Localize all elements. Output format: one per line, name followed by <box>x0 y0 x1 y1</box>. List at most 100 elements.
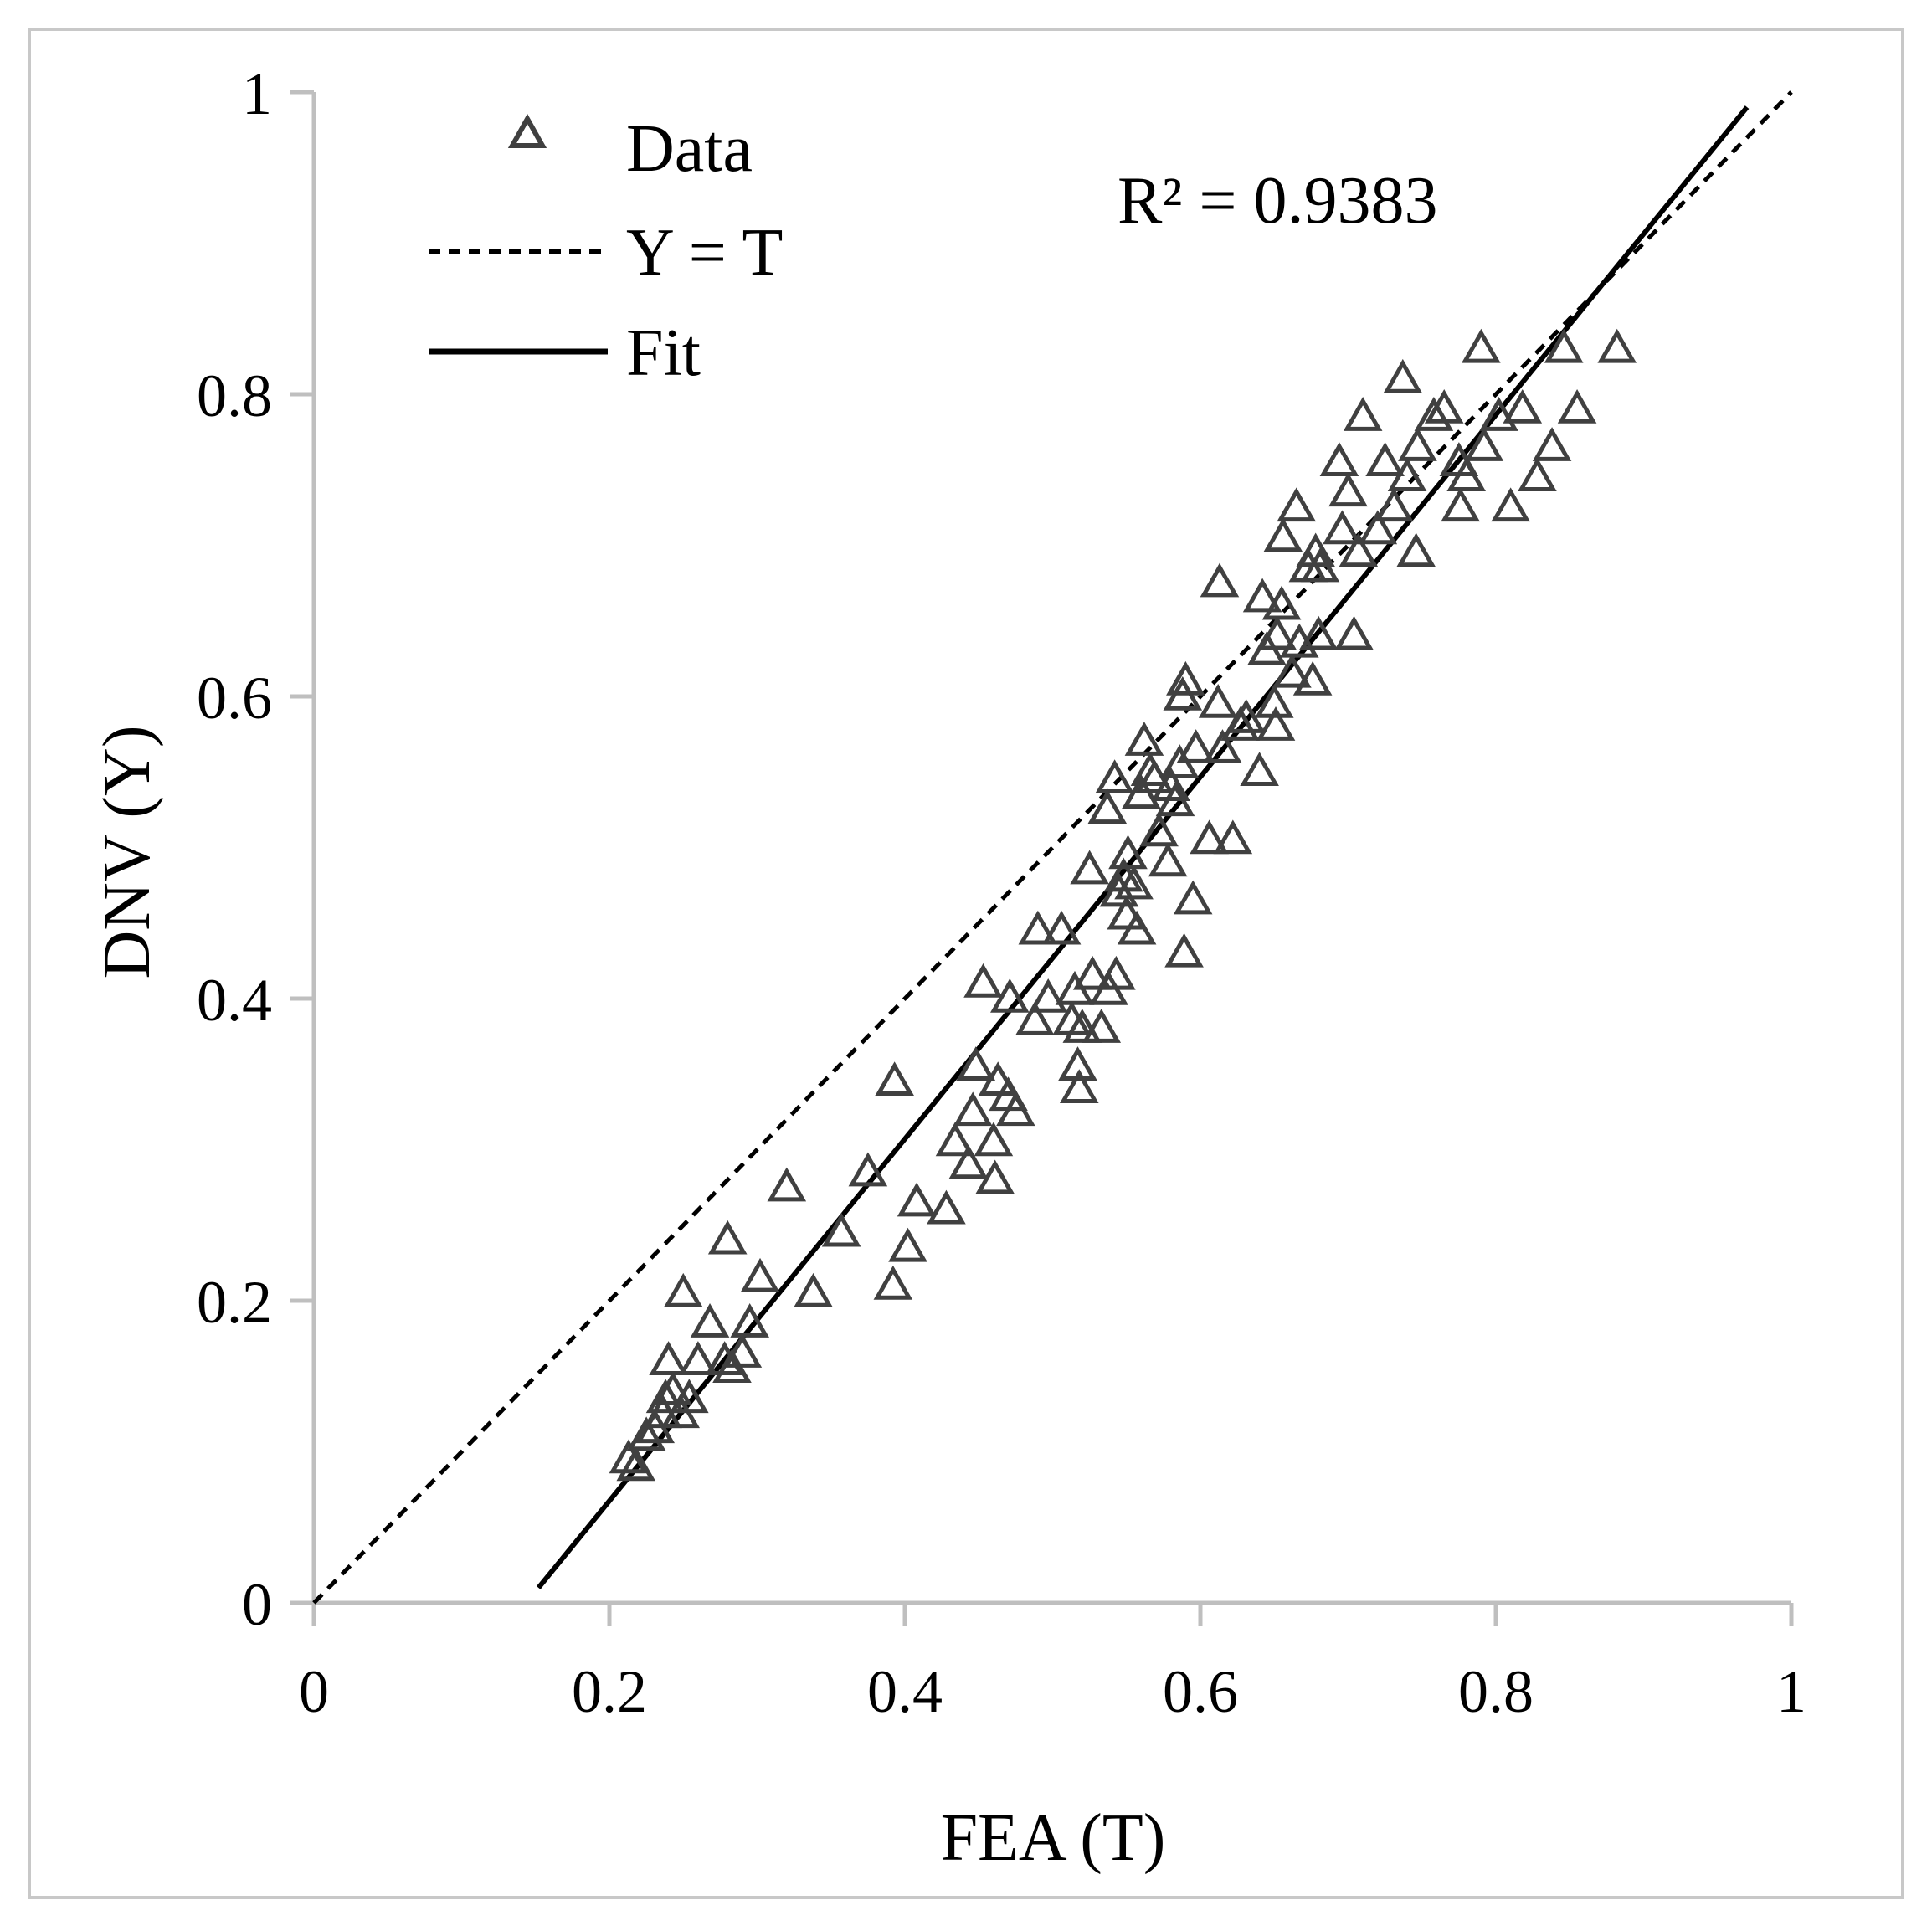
legend: Data Y = T Fit <box>429 112 783 390</box>
data-point-marker <box>653 1371 693 1406</box>
data-point-marker <box>1164 932 1204 968</box>
x-axis-ticks: 0 0.2 0.4 0.6 0.8 1 <box>299 1603 1806 1725</box>
data-point-marker <box>1176 729 1216 763</box>
data-point-marker <box>649 1341 688 1375</box>
data-point-marker <box>1018 910 1058 945</box>
data-point-marker <box>1108 835 1148 870</box>
y-axis-title: DNV (Y) <box>90 726 164 979</box>
data-point-marker <box>875 1061 914 1096</box>
data-point-marker <box>705 1341 744 1375</box>
data-point-marker <box>663 1272 703 1307</box>
data-point-marker <box>935 1122 975 1157</box>
data-point-marker <box>1328 472 1368 507</box>
data-point-marker <box>1072 955 1112 990</box>
data-point-marker <box>1257 615 1297 650</box>
x-axis-title: FEA (T) <box>941 1801 1166 1875</box>
data-point-marker <box>873 1265 913 1300</box>
data-point-marker <box>670 1379 709 1414</box>
data-point-marker <box>1424 389 1464 424</box>
data-point-marker <box>927 1189 966 1225</box>
data-point-marker <box>1155 782 1195 817</box>
data-point-marker <box>1383 358 1423 393</box>
data-point-marker <box>1292 660 1333 696</box>
data-point-marker <box>1597 328 1637 363</box>
data-point-marker <box>1203 729 1242 763</box>
y-axis-ticks: 0 0.2 0.4 0.6 0.8 1 <box>197 60 314 1638</box>
data-point-marker <box>963 963 1003 998</box>
data-point-marker <box>1343 397 1383 431</box>
data-point-marker <box>794 1272 833 1307</box>
data-point-marker <box>1277 487 1317 522</box>
data-point-marker <box>645 1379 686 1414</box>
data-point-marker <box>678 1341 718 1375</box>
data-point-marker <box>1097 955 1136 990</box>
legend-fit-label: Fit <box>626 316 701 390</box>
data-point-marker <box>707 1220 748 1255</box>
data-point-marker <box>609 1439 649 1474</box>
legend-y-equals-t-label: Y = T <box>626 216 783 290</box>
data-point-marker <box>1139 812 1179 847</box>
data-point-marker <box>1296 532 1335 567</box>
data-point-marker <box>1173 880 1213 915</box>
y-tick-label: 0.2 <box>197 1269 272 1336</box>
data-point-marker <box>1532 427 1572 461</box>
data-point-marker <box>1339 532 1379 567</box>
r-squared-annotation: R² = 0.9383 <box>1118 164 1437 238</box>
data-point-marker <box>821 1212 861 1247</box>
data-point-marker <box>1059 1069 1099 1104</box>
data-point-marker <box>948 1144 989 1179</box>
data-point-marker <box>996 1091 1035 1127</box>
data-point-marker <box>1300 547 1340 583</box>
data-point-marker <box>978 1061 1018 1096</box>
x-tick-label: 0.6 <box>1163 1658 1238 1725</box>
data-point-marker <box>1117 910 1157 945</box>
data-point-marker <box>1414 397 1454 431</box>
y-tick-label: 1 <box>242 60 272 127</box>
data-point-marker <box>1028 978 1068 1013</box>
data-point-marker <box>1242 578 1282 613</box>
data-point-marker <box>767 1167 807 1202</box>
data-point-marker <box>1114 865 1154 900</box>
x-tick-label: 0.2 <box>572 1658 647 1725</box>
y-tick-label: 0.6 <box>197 665 272 732</box>
data-point-marker <box>616 1446 656 1482</box>
data-point-marker <box>848 1152 888 1187</box>
data-point-marker <box>1166 660 1205 696</box>
data-point-marker <box>1479 397 1518 431</box>
data-point-marker <box>1087 789 1128 824</box>
data-point-marker <box>1015 1001 1055 1035</box>
data-point-marker <box>1557 389 1597 424</box>
data-points <box>609 328 1637 1482</box>
data-point-marker <box>1396 532 1436 567</box>
data-point-marker <box>1446 457 1487 492</box>
x-tick-label: 0 <box>299 1658 329 1725</box>
data-point-marker <box>953 1091 993 1127</box>
data-point-marker <box>1298 615 1339 650</box>
data-point-marker <box>1464 427 1504 461</box>
legend-data-label: Data <box>626 112 753 186</box>
data-point-marker <box>722 1333 763 1368</box>
data-point-marker <box>626 1416 666 1451</box>
data-point-marker <box>975 1159 1015 1194</box>
data-point-marker <box>1107 895 1147 930</box>
data-point-marker <box>1124 722 1164 756</box>
y-tick-label: 0 <box>242 1571 272 1638</box>
data-point-marker <box>956 1046 996 1081</box>
data-point-marker <box>1041 910 1082 945</box>
data-point-marker <box>1491 487 1530 522</box>
x-tick-label: 1 <box>1776 1658 1806 1725</box>
data-point-marker <box>1190 819 1229 855</box>
data-point-marker <box>1256 706 1296 741</box>
data-point-marker <box>1151 767 1191 802</box>
y-tick-label: 0.4 <box>197 967 272 1034</box>
data-point-marker <box>1544 328 1584 363</box>
data-point-marker <box>1198 683 1238 718</box>
x-tick-label: 0.4 <box>867 1658 943 1725</box>
data-point-marker <box>1148 842 1188 877</box>
data-point-marker <box>1398 427 1437 461</box>
x-tick-label: 0.8 <box>1458 1658 1534 1725</box>
data-point-marker <box>1518 457 1557 492</box>
data-point-marker <box>1334 615 1374 650</box>
legend-data-marker <box>507 113 547 148</box>
